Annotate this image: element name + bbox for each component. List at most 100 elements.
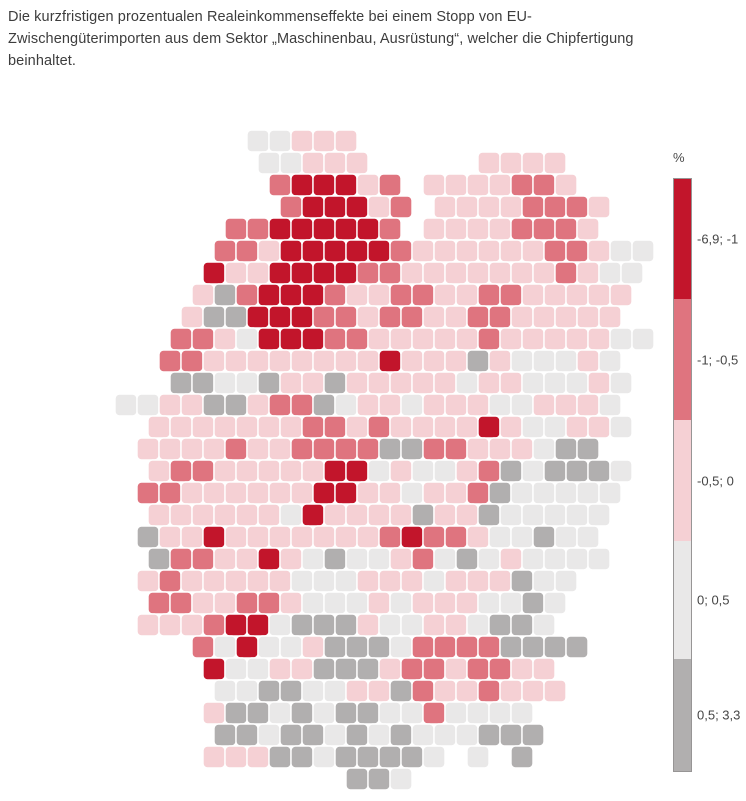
district-cell: [235, 283, 259, 307]
district-cell: [191, 327, 215, 351]
district-cell: [433, 459, 457, 483]
district-cell: [565, 503, 589, 527]
district-cell: [136, 481, 160, 505]
district-cell: [356, 305, 380, 329]
district-cell: [257, 547, 281, 571]
district-cell: [433, 547, 457, 571]
district-cell: [411, 679, 435, 703]
district-cell: [136, 393, 160, 417]
district-cell: [477, 195, 501, 219]
district-cell: [246, 437, 270, 461]
district-cell: [543, 635, 567, 659]
district-cell: [290, 437, 314, 461]
district-cell: [301, 239, 325, 263]
district-cell: [400, 613, 424, 637]
district-cell: [180, 437, 204, 461]
district-cell: [422, 613, 446, 637]
district-cell: [609, 327, 633, 351]
district-cell: [224, 393, 248, 417]
district-cell: [433, 591, 457, 615]
district-cell: [301, 547, 325, 571]
district-cell: [312, 701, 336, 725]
district-cell: [301, 371, 325, 395]
district-cell: [422, 745, 446, 769]
district-cell: [411, 459, 435, 483]
district-cell: [268, 393, 292, 417]
district-cell: [444, 569, 468, 593]
district-cell: [422, 701, 446, 725]
district-cell: [301, 415, 325, 439]
district-cell: [301, 459, 325, 483]
district-cell: [477, 547, 501, 571]
district-cell: [257, 283, 281, 307]
district-cell: [444, 701, 468, 725]
district-cell: [279, 239, 303, 263]
district-cell: [191, 547, 215, 571]
district-cell: [290, 745, 314, 769]
district-cell: [235, 547, 259, 571]
district-cell: [268, 745, 292, 769]
district-cell: [213, 547, 237, 571]
district-cell: [444, 525, 468, 549]
district-cell: [455, 591, 479, 615]
district-cell: [191, 459, 215, 483]
district-cell: [246, 745, 270, 769]
district-cell: [345, 239, 369, 263]
district-cell: [554, 173, 578, 197]
district-cell: [477, 151, 501, 175]
district-cell: [543, 591, 567, 615]
district-cell: [609, 459, 633, 483]
district-cell: [268, 305, 292, 329]
district-cell: [389, 415, 413, 439]
district-cell: [323, 283, 347, 307]
district-cell: [191, 415, 215, 439]
district-cell: [510, 481, 534, 505]
district-cell: [268, 130, 292, 153]
district-cell: [191, 503, 215, 527]
district-cell: [180, 393, 204, 417]
district-cell: [147, 415, 171, 439]
district-cell: [477, 503, 501, 527]
district-cell: [543, 283, 567, 307]
legend-class-label: -1; -0,5: [697, 352, 739, 367]
district-cell: [532, 173, 556, 197]
district-cell: [257, 327, 281, 351]
district-cell: [565, 239, 589, 263]
district-cell: [290, 657, 314, 681]
district-cell: [367, 679, 391, 703]
figure-title-line: Zwischengüterimporten aus dem Sektor „Ma…: [8, 31, 634, 47]
district-cell: [411, 547, 435, 571]
district-cell: [499, 547, 523, 571]
legend-bar: -6,9; -1 -1; -0,5 -0,5; 0 0; 0,5 0,5; 3,3: [673, 178, 740, 772]
district-cell: [587, 459, 611, 483]
district-cell: [521, 195, 545, 219]
district-cell: [235, 327, 259, 351]
district-cell: [367, 283, 391, 307]
district-cell: [455, 459, 479, 483]
district-cell: [246, 481, 270, 505]
district-cell: [455, 503, 479, 527]
district-cell: [444, 393, 468, 417]
district-cell: [499, 679, 523, 703]
district-cell: [191, 635, 215, 659]
legend-class-swatch: -1; -0,5: [674, 299, 738, 420]
district-cell: [521, 371, 545, 395]
district-cell: [334, 217, 358, 241]
district-cell: [213, 723, 237, 747]
district-cell: [433, 327, 457, 351]
district-cell: [246, 130, 270, 153]
district-cell: [510, 173, 534, 197]
district-cell: [224, 217, 248, 241]
district-cell: [411, 503, 435, 527]
district-cell: [455, 679, 479, 703]
district-cell: [422, 525, 446, 549]
district-cell: [532, 349, 556, 373]
district-cell: [356, 481, 380, 505]
district-cell: [367, 503, 391, 527]
district-cell: [301, 723, 325, 747]
district-cell: [356, 261, 380, 285]
district-cell: [477, 591, 501, 615]
district-cell: [356, 349, 380, 373]
district-cell: [587, 239, 611, 263]
district-cell: [224, 349, 248, 373]
